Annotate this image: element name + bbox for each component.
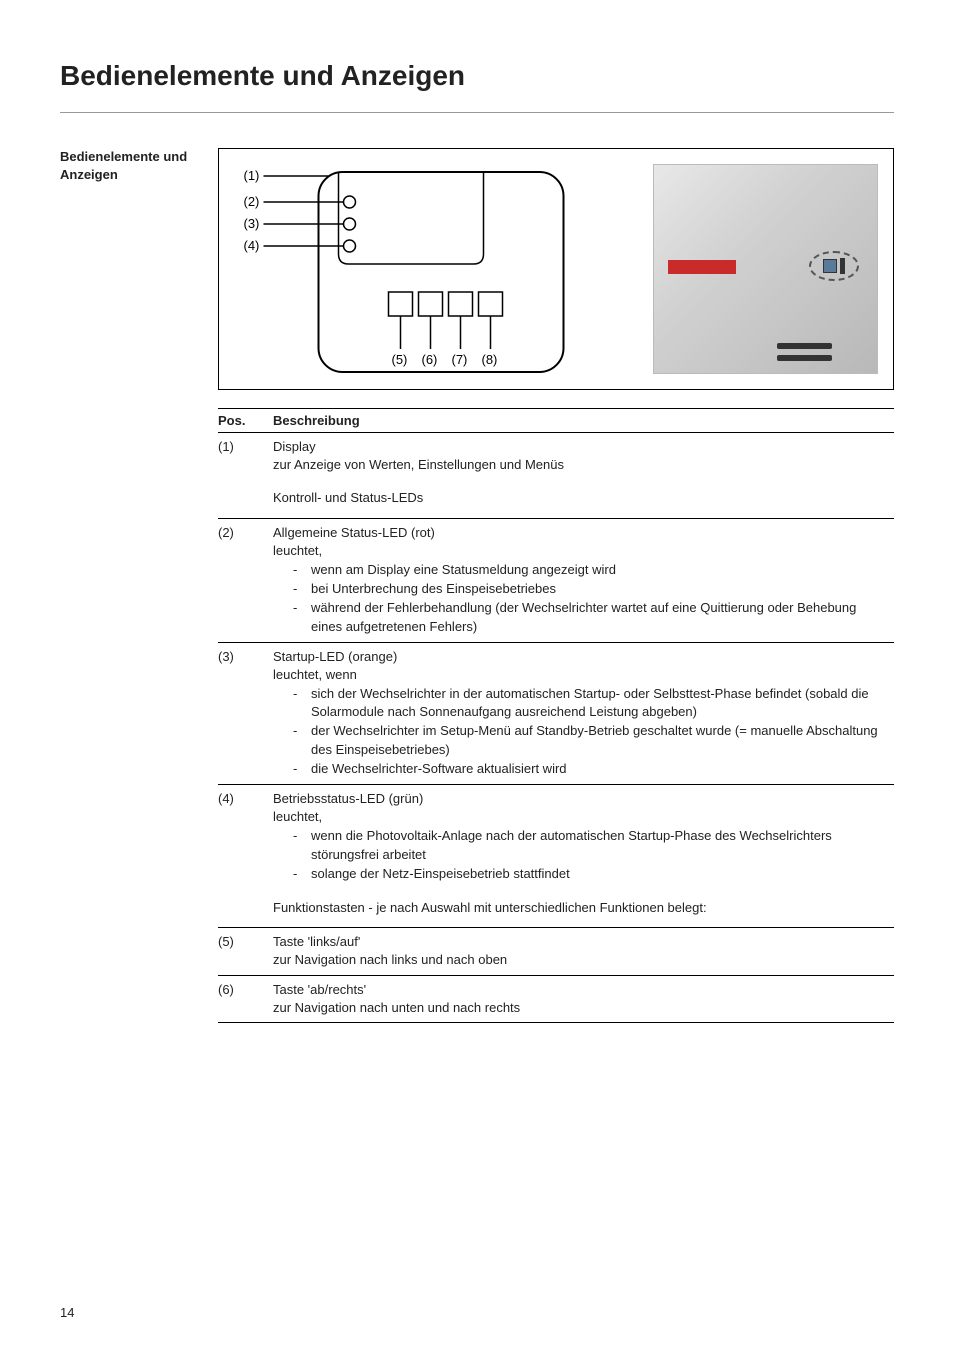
desc-6-title: Taste 'ab/rechts' bbox=[273, 982, 366, 997]
side-label: Bedienelemente und Anzeigen bbox=[60, 148, 200, 1023]
page-title: Bedienelemente und Anzeigen bbox=[60, 60, 894, 92]
pos-4: (4) bbox=[218, 785, 273, 889]
pos-3: (3) bbox=[218, 642, 273, 784]
th-pos: Pos. bbox=[218, 409, 273, 433]
desc-2-title: Allgemeine Status-LED (rot) bbox=[273, 525, 435, 540]
callout-7: (7) bbox=[452, 352, 468, 367]
callout-8: (8) bbox=[482, 352, 498, 367]
desc-3-sub: leuchtet, wenn bbox=[273, 667, 357, 682]
callout-4: (4) bbox=[244, 238, 260, 253]
callout-1: (1) bbox=[244, 168, 260, 183]
callout-5: (5) bbox=[392, 352, 408, 367]
desc-5: Taste 'links/auf' zur Navigation nach li… bbox=[273, 928, 894, 975]
desc-6-line: zur Navigation nach unten und nach recht… bbox=[273, 1000, 520, 1015]
pos-5: (5) bbox=[218, 928, 273, 975]
callout-6: (6) bbox=[422, 352, 438, 367]
device-photo bbox=[653, 164, 878, 374]
callout-3: (3) bbox=[244, 216, 260, 231]
desc-2-list: wenn am Display eine Statusmeldung angez… bbox=[273, 561, 888, 636]
list-item: während der Fehlerbehandlung (der Wechse… bbox=[293, 599, 888, 635]
list-item: wenn am Display eine Statusmeldung angez… bbox=[293, 561, 888, 579]
desc-1: Display zur Anzeige von Werten, Einstell… bbox=[273, 433, 894, 480]
th-desc: Beschreibung bbox=[273, 409, 894, 433]
pos-2: (2) bbox=[218, 518, 273, 642]
photo-button-circle bbox=[809, 251, 859, 281]
desc-2: Allgemeine Status-LED (rot) leuchtet, we… bbox=[273, 518, 894, 642]
main-column: (1) (2) (3) (4) (5) (6) (7) (8) bbox=[218, 148, 894, 1023]
intertext-2: Funktionstasten - je nach Auswahl mit un… bbox=[273, 889, 894, 928]
desc-2-sub: leuchtet, bbox=[273, 543, 322, 558]
diagram-box: (1) (2) (3) (4) (5) (6) (7) (8) bbox=[218, 148, 894, 390]
page-number: 14 bbox=[60, 1305, 74, 1320]
desc-3-list: sich der Wechselrichter in der automatis… bbox=[273, 685, 888, 778]
list-item: wenn die Photovoltaik-Anlage nach der au… bbox=[293, 827, 888, 863]
list-item: bei Unterbrechung des Einspeisebetriebes bbox=[293, 580, 888, 598]
device-schematic: (1) (2) (3) (4) (5) (6) (7) (8) bbox=[234, 164, 633, 379]
desc-6: Taste 'ab/rechts' zur Navigation nach un… bbox=[273, 975, 894, 1022]
pos-1: (1) bbox=[218, 433, 273, 480]
desc-5-title: Taste 'links/auf' bbox=[273, 934, 360, 949]
list-item: solange der Netz-Einspeisebetrieb stattf… bbox=[293, 865, 888, 883]
desc-3: Startup-LED (orange) leuchtet, wenn sich… bbox=[273, 642, 894, 784]
intertext-1: Kontroll- und Status-LEDs bbox=[273, 479, 894, 518]
list-item: sich der Wechselrichter in der automatis… bbox=[293, 685, 888, 721]
photo-vents bbox=[777, 337, 832, 361]
callout-2: (2) bbox=[244, 194, 260, 209]
desc-4-title: Betriebsstatus-LED (grün) bbox=[273, 791, 423, 806]
desc-4: Betriebsstatus-LED (grün) leuchtet, wenn… bbox=[273, 785, 894, 889]
title-rule bbox=[60, 112, 894, 113]
pos-6: (6) bbox=[218, 975, 273, 1022]
list-item: der Wechselrichter im Setup-Menü auf Sta… bbox=[293, 722, 888, 758]
desc-4-list: wenn die Photovoltaik-Anlage nach der au… bbox=[273, 827, 888, 883]
desc-4-sub: leuchtet, bbox=[273, 809, 322, 824]
logo-block bbox=[668, 260, 736, 274]
desc-1-line: zur Anzeige von Werten, Einstellungen un… bbox=[273, 457, 564, 472]
list-item: die Wechselrichter-Software aktualisiert… bbox=[293, 760, 888, 778]
desc-1-title: Display bbox=[273, 439, 316, 454]
content-row: Bedienelemente und Anzeigen bbox=[60, 148, 894, 1023]
desc-3-title: Startup-LED (orange) bbox=[273, 649, 397, 664]
desc-5-line: zur Navigation nach links und nach oben bbox=[273, 952, 507, 967]
description-table: Pos. Beschreibung (1) Display zur Anzeig… bbox=[218, 408, 894, 1023]
